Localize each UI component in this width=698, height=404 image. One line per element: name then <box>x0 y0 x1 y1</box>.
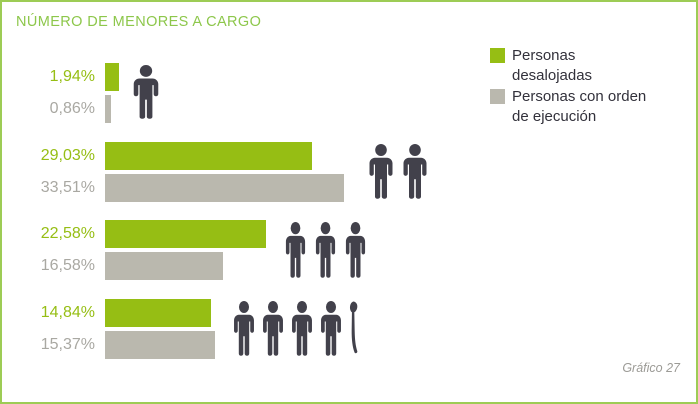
evicted-bar <box>105 299 211 327</box>
legend-label-execution-order: Personas con orden de ejecución <box>512 88 647 125</box>
person-icon <box>263 301 283 356</box>
evicted-bar-row: 22,58% <box>32 220 696 248</box>
evicted-bar-row: 14,84% <box>32 299 696 327</box>
execution-order-bar-row: 0,86% <box>32 95 696 123</box>
person-icon <box>321 301 341 356</box>
person-icon <box>292 301 312 356</box>
person-icon <box>285 222 306 278</box>
person-icon <box>369 144 393 199</box>
evicted-value-label: 1,94% <box>49 68 95 85</box>
person-icon <box>133 65 159 119</box>
execution-order-bar <box>105 95 111 123</box>
evicted-bar <box>105 63 119 91</box>
execution-order-value-label: 16,58% <box>40 257 95 274</box>
evicted-bar-row: 29,03% <box>32 142 696 170</box>
legend-item-execution-order: Personas con orden de ejecución <box>490 87 648 126</box>
execution-order-value-label: 15,37% <box>40 336 95 353</box>
legend-item-evicted: Personas desalojadas <box>490 46 648 85</box>
evicted-value-label: 22,58% <box>40 225 95 242</box>
person-icon <box>403 144 427 199</box>
execution-order-bar <box>105 331 215 359</box>
chart-caption: Gráfico 27 <box>622 361 680 375</box>
minors-icon-group <box>231 301 360 357</box>
bar-group: 29,03% 33,51% <box>32 142 696 204</box>
execution-order-bar-row: 33,51% <box>32 174 696 202</box>
bar-group: 22,58% 16,58% <box>32 220 696 282</box>
execution-order-value-label: 0,86% <box>49 100 95 117</box>
legend-label-evicted: Personas desalojadas <box>512 47 593 84</box>
minors-icon-group <box>366 144 430 200</box>
bar-group: 14,84% 15,37% <box>32 299 696 361</box>
bar-groups: 1,94% 0,86% 29,03% 33,51% 22,58% 16,58% 14,84%… <box>32 2 696 402</box>
evicted-bar-row: 1,94% <box>32 63 696 91</box>
legend-swatch-gray <box>490 89 505 104</box>
execution-order-bar <box>105 252 223 280</box>
minors-icon-group <box>283 222 368 279</box>
bar-group: 1,94% 0,86% <box>32 63 696 125</box>
evicted-bar <box>105 220 266 248</box>
person-icon <box>315 222 336 278</box>
execution-order-bar-row: 16,58% <box>32 252 696 280</box>
minors-icon-group <box>130 65 162 120</box>
person-icon <box>234 301 254 356</box>
execution-order-bar <box>105 174 344 202</box>
evicted-bar <box>105 142 312 170</box>
legend: Personas desalojadas Personas con orden … <box>490 46 648 128</box>
person-icon <box>345 222 366 278</box>
legend-swatch-green <box>490 48 505 63</box>
evicted-value-label: 14,84% <box>40 304 95 321</box>
execution-order-value-label: 33,51% <box>40 179 95 196</box>
partial-person-icon <box>349 301 358 354</box>
evicted-value-label: 29,03% <box>40 147 95 164</box>
execution-order-bar-row: 15,37% <box>32 331 696 359</box>
chart-title: NÚMERO DE MENORES A CARGO <box>16 14 262 30</box>
